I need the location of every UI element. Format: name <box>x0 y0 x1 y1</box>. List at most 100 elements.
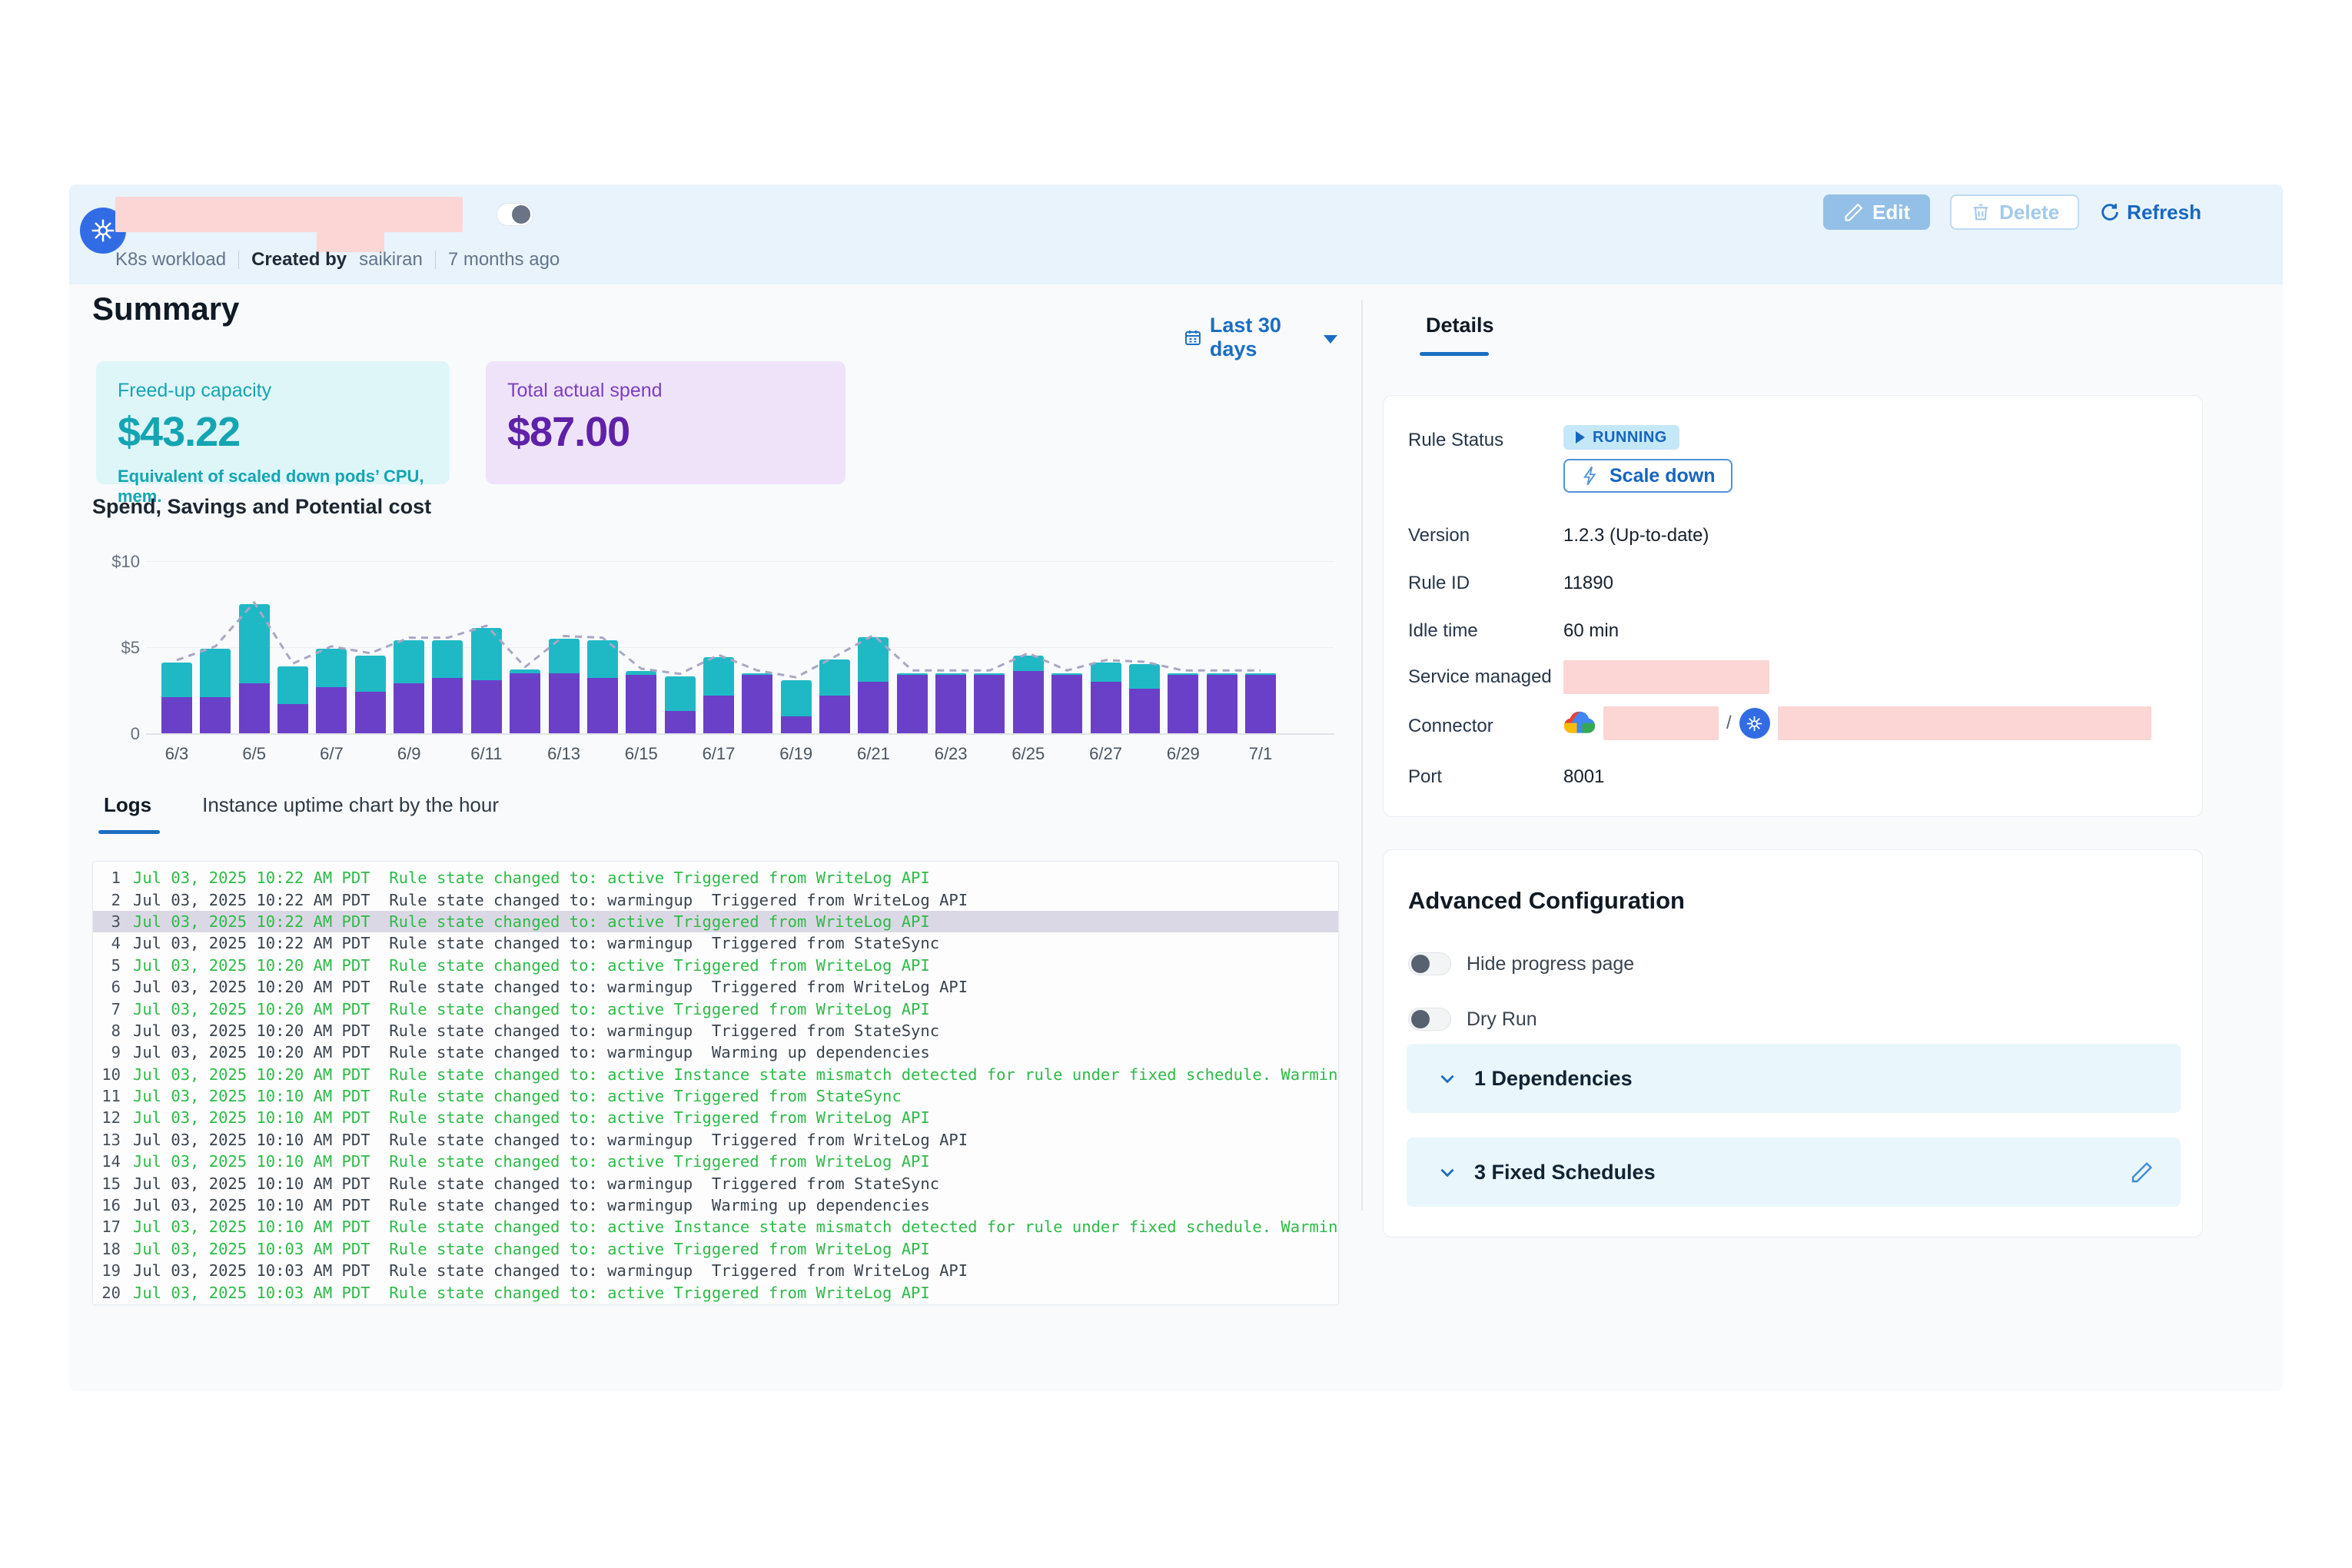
log-row[interactable]: 2 Jul 03, 2025 10:22 AM PDT Rule state ch… <box>93 889 1338 910</box>
log-row[interactable]: 16 Jul 03, 2025 10:10 AM PDT Rule state c… <box>93 1194 1338 1216</box>
log-row[interactable]: 6 Jul 03, 2025 10:20 AM PDT Rule state ch… <box>93 976 1338 998</box>
log-row[interactable]: 9 Jul 03, 2025 10:20 AM PDT Rule state ch… <box>93 1041 1338 1063</box>
log-row[interactable]: 11 Jul 03, 2025 10:10 AM PDT Rule state c… <box>93 1085 1338 1107</box>
x-axis-tick: 6/19 <box>779 744 813 763</box>
toggle-hide-progress-page[interactable] <box>1408 952 1451 975</box>
details-rows: Version 1.2.3 (Up-to-date) Rule ID 11890 Idl… <box>1384 511 2202 654</box>
log-message: Jul 03, 2025 10:10 AM PDT Rule state cha… <box>133 1108 930 1128</box>
details-row-label: Idle time <box>1408 620 1478 641</box>
toggle-dry-run[interactable] <box>1408 1008 1451 1031</box>
log-row[interactable]: 4 Jul 03, 2025 10:22 AM PDT Rule state ch… <box>93 932 1338 954</box>
log-row[interactable]: 8 Jul 03, 2025 10:20 AM PDT Rule state ch… <box>93 1020 1338 1041</box>
log-line-number: 4 <box>111 934 121 953</box>
details-row-label: Version <box>1408 525 1470 546</box>
log-message: Jul 03, 2025 10:10 AM PDT Rule state cha… <box>133 1174 940 1193</box>
bar-segment-spend <box>316 686 347 733</box>
bar-segment-spend <box>626 674 657 733</box>
edit-button[interactable]: Edit <box>1823 194 1931 230</box>
divider <box>238 251 240 269</box>
log-row[interactable]: 3 Jul 03, 2025 10:22 AM PDT Rule state ch… <box>93 910 1338 933</box>
edit-pencil-icon[interactable] <box>2130 1160 2154 1184</box>
log-message: Jul 03, 2025 10:20 AM PDT Rule state cha… <box>133 1065 1339 1084</box>
bar-segment-savings <box>200 649 231 697</box>
log-line-number: 13 <box>101 1130 121 1149</box>
bar-segment-spend <box>1012 671 1044 733</box>
delete-button[interactable]: Delete <box>1950 194 2080 230</box>
tab-details[interactable]: Details <box>1426 314 1494 337</box>
log-row[interactable]: 15 Jul 03, 2025 10:10 AM PDT Rule state c… <box>93 1172 1338 1194</box>
accordion-1-dependencies[interactable]: 1 Dependencies <box>1407 1044 2181 1113</box>
bar-segment-savings <box>354 656 386 693</box>
status-badge: RUNNING <box>1563 425 1679 450</box>
log-row[interactable]: 5 Jul 03, 2025 10:20 AM PDT Rule state ch… <box>93 955 1338 976</box>
log-message: Jul 03, 2025 10:20 AM PDT Rule state cha… <box>133 955 930 975</box>
details-tab-underline <box>1420 352 1489 356</box>
bar-segment-savings <box>1244 673 1276 675</box>
header-toggle[interactable] <box>497 203 533 226</box>
log-row[interactable]: 7 Jul 03, 2025 10:20 AM PDT Rule state ch… <box>93 998 1338 1019</box>
google-cloud-icon <box>1563 708 1596 739</box>
log-row[interactable]: 13 Jul 03, 2025 10:10 AM PDT Rule state c… <box>93 1129 1338 1151</box>
refresh-button[interactable]: Refresh <box>2099 201 2201 224</box>
tab-instance-uptime[interactable]: Instance uptime chart by the hour <box>202 793 499 816</box>
log-line-number: 14 <box>101 1152 121 1171</box>
y-axis-tick: 0 <box>130 724 140 743</box>
y-axis-tick: $10 <box>111 552 140 571</box>
x-axis-tick: 6/7 <box>320 744 344 763</box>
log-row[interactable]: 20 Jul 03, 2025 10:03 AM PDT Rule state c… <box>93 1281 1338 1303</box>
log-row[interactable]: 19 Jul 03, 2025 10:03 AM PDT Rule state c… <box>93 1260 1338 1281</box>
log-row[interactable]: 12 Jul 03, 2025 10:10 AM PDT Rule state c… <box>93 1107 1338 1128</box>
bar-segment-spend <box>935 674 967 733</box>
bar-segment-spend <box>238 683 270 733</box>
log-message: Jul 03, 2025 10:20 AM PDT Rule state cha… <box>133 978 968 997</box>
bar-segment-savings <box>1128 664 1160 689</box>
freed-up-capacity-card: Freed-up capacity $43.22 Equivalent of s… <box>96 361 450 506</box>
log-message: Jul 03, 2025 10:10 AM PDT Rule state cha… <box>133 1130 968 1149</box>
log-panel[interactable]: 1 Jul 03, 2025 10:22 AM PDT Rule state ch… <box>92 861 1339 1305</box>
x-axis-tick: 6/3 <box>164 744 189 763</box>
port-label: Port <box>1408 766 1443 787</box>
log-line-number: 17 <box>101 1218 121 1237</box>
column-divider <box>1361 300 1363 1211</box>
log-message: Jul 03, 2025 10:22 AM PDT Rule state cha… <box>133 869 930 888</box>
log-message: Jul 03, 2025 10:22 AM PDT Rule state cha… <box>133 912 930 931</box>
x-axis-line <box>146 733 1334 735</box>
bar-segment-spend <box>974 674 1005 733</box>
tab-logs[interactable]: Logs <box>104 793 152 816</box>
chevron-down-icon <box>1437 1068 1457 1088</box>
details-card: Rule Status RUNNING Scale down Version 1.… <box>1383 395 2203 817</box>
details-row-label: Rule ID <box>1408 573 1470 593</box>
accordion-label: 1 Dependencies <box>1474 1066 1633 1090</box>
scale-down-button[interactable]: Scale down <box>1563 459 1732 493</box>
bar-segment-spend <box>819 695 851 733</box>
x-axis-tick: 6/21 <box>857 744 890 763</box>
connector-separator: / <box>1726 713 1732 733</box>
accordion-3-fixed-schedules[interactable]: 3 Fixed Schedules <box>1407 1138 2181 1207</box>
bar-segment-savings <box>470 628 502 680</box>
log-message: Jul 03, 2025 10:03 AM PDT Rule state cha… <box>133 1239 930 1258</box>
log-row[interactable]: 1 Jul 03, 2025 10:22 AM PDT Rule state ch… <box>93 867 1338 889</box>
log-row[interactable]: 10 Jul 03, 2025 10:20 AM PDT Rule state c… <box>93 1064 1338 1085</box>
details-row-value: 60 min <box>1563 620 1619 641</box>
log-line-number: 9 <box>111 1043 121 1062</box>
toggle-knob <box>512 205 530 224</box>
card-label: Freed-up capacity <box>118 380 272 401</box>
date-range-selector[interactable]: Last 30 days <box>1184 314 1337 361</box>
log-row[interactable]: 18 Jul 03, 2025 10:03 AM PDT Rule state c… <box>93 1238 1338 1260</box>
advanced-toggles: Hide progress page Dry Run <box>1408 936 1634 1047</box>
bar-segment-spend <box>470 679 502 733</box>
log-row[interactable]: 14 Jul 03, 2025 10:10 AM PDT Rule state c… <box>93 1151 1338 1172</box>
advanced-configuration-heading: Advanced Configuration <box>1408 887 1685 914</box>
log-message: Jul 03, 2025 10:10 AM PDT Rule state cha… <box>133 1087 902 1106</box>
bar-segment-savings <box>896 673 928 675</box>
chevron-down-icon <box>1437 1162 1457 1182</box>
details-row: Idle time 60 min <box>1384 606 2202 654</box>
bar-segment-spend <box>1051 674 1083 733</box>
bar-segment-savings <box>1168 673 1199 675</box>
pencil-icon <box>1845 203 1863 221</box>
log-row[interactable]: 17 Jul 03, 2025 10:10 AM PDT Rule state c… <box>93 1216 1338 1237</box>
log-message: Jul 03, 2025 10:10 AM PDT Rule state cha… <box>133 1218 1339 1237</box>
log-message: Jul 03, 2025 10:22 AM PDT Rule state cha… <box>133 890 968 909</box>
refresh-icon <box>2101 204 2118 221</box>
bar-segment-spend <box>1244 674 1276 733</box>
